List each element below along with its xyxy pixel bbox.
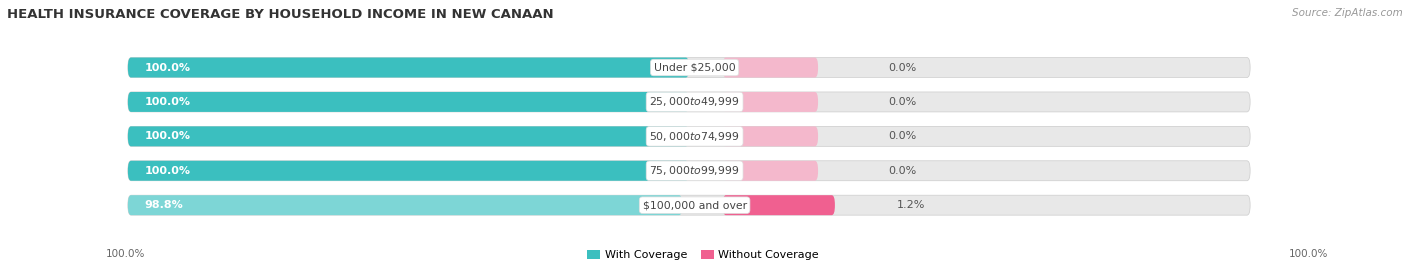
Text: HEALTH INSURANCE COVERAGE BY HOUSEHOLD INCOME IN NEW CANAAN: HEALTH INSURANCE COVERAGE BY HOUSEHOLD I…: [7, 8, 554, 21]
FancyBboxPatch shape: [128, 92, 1250, 112]
Text: $75,000 to $99,999: $75,000 to $99,999: [650, 164, 740, 177]
FancyBboxPatch shape: [128, 58, 1250, 77]
Text: 0.0%: 0.0%: [889, 166, 917, 176]
Text: 0.0%: 0.0%: [889, 97, 917, 107]
FancyBboxPatch shape: [128, 161, 1250, 181]
FancyBboxPatch shape: [128, 195, 682, 215]
Text: Under $25,000: Under $25,000: [654, 63, 735, 73]
Text: 0.0%: 0.0%: [889, 131, 917, 141]
Text: Source: ZipAtlas.com: Source: ZipAtlas.com: [1292, 8, 1403, 18]
Text: 0.0%: 0.0%: [889, 63, 917, 73]
FancyBboxPatch shape: [128, 126, 689, 146]
FancyBboxPatch shape: [723, 195, 835, 215]
Text: $50,000 to $74,999: $50,000 to $74,999: [650, 130, 740, 143]
Text: $100,000 and over: $100,000 and over: [643, 200, 747, 210]
Text: 100.0%: 100.0%: [105, 249, 145, 259]
Text: 100.0%: 100.0%: [145, 97, 191, 107]
Text: 100.0%: 100.0%: [145, 131, 191, 141]
Text: $25,000 to $49,999: $25,000 to $49,999: [650, 95, 740, 109]
FancyBboxPatch shape: [128, 195, 1250, 215]
Text: 100.0%: 100.0%: [145, 166, 191, 176]
FancyBboxPatch shape: [723, 92, 818, 112]
Text: 100.0%: 100.0%: [145, 63, 191, 73]
FancyBboxPatch shape: [723, 126, 818, 146]
Text: 98.8%: 98.8%: [145, 200, 183, 210]
FancyBboxPatch shape: [128, 126, 1250, 146]
FancyBboxPatch shape: [128, 92, 689, 112]
FancyBboxPatch shape: [723, 161, 818, 181]
Text: 1.2%: 1.2%: [897, 200, 925, 210]
FancyBboxPatch shape: [128, 161, 689, 181]
Text: 100.0%: 100.0%: [1289, 249, 1329, 259]
FancyBboxPatch shape: [128, 58, 689, 77]
Legend: With Coverage, Without Coverage: With Coverage, Without Coverage: [582, 245, 824, 264]
FancyBboxPatch shape: [723, 58, 818, 77]
